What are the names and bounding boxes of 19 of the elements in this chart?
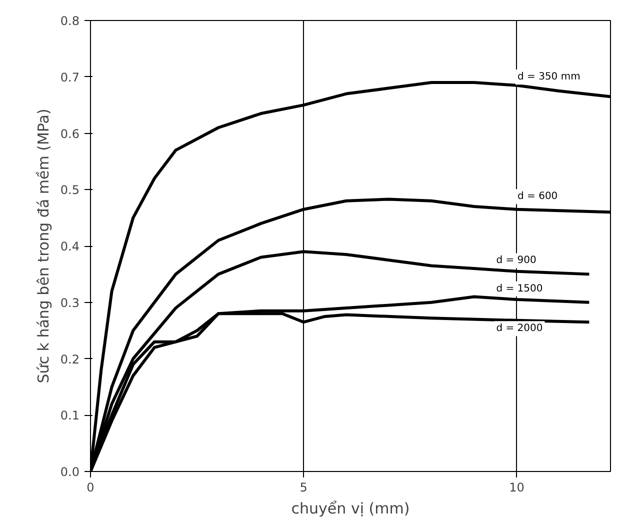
x-tick-label: 5 [300,480,308,494]
series-label: d = 900 [496,255,536,266]
y-tick-label: 0.5 [60,183,80,198]
series-label: d = 2000 [496,323,543,334]
y-tick-label: 0.7 [60,70,80,84]
y-tick-label: 0.6 [60,126,80,141]
y-tick-label: 0.4 [60,240,80,254]
series-label: d = 350 mm [518,72,580,83]
x-tick-label: 10 [509,480,524,494]
x-axis-title: chuyển vị (mm) [291,500,410,518]
y-tick-label: 0.2 [60,352,80,366]
x-tick-label: 0 [86,480,94,494]
y-tick-label: 0.1 [60,408,80,423]
y-tick-label: 0.0 [60,465,80,479]
series-label: d = 600 [518,191,558,202]
y-tick-label: 0.3 [60,296,80,310]
y-tick-label: 0.8 [60,14,80,28]
series-label: d = 1500 [496,283,543,294]
y-axis-title: Sức k háng bên trong đá mềm (MPa) [34,108,52,384]
